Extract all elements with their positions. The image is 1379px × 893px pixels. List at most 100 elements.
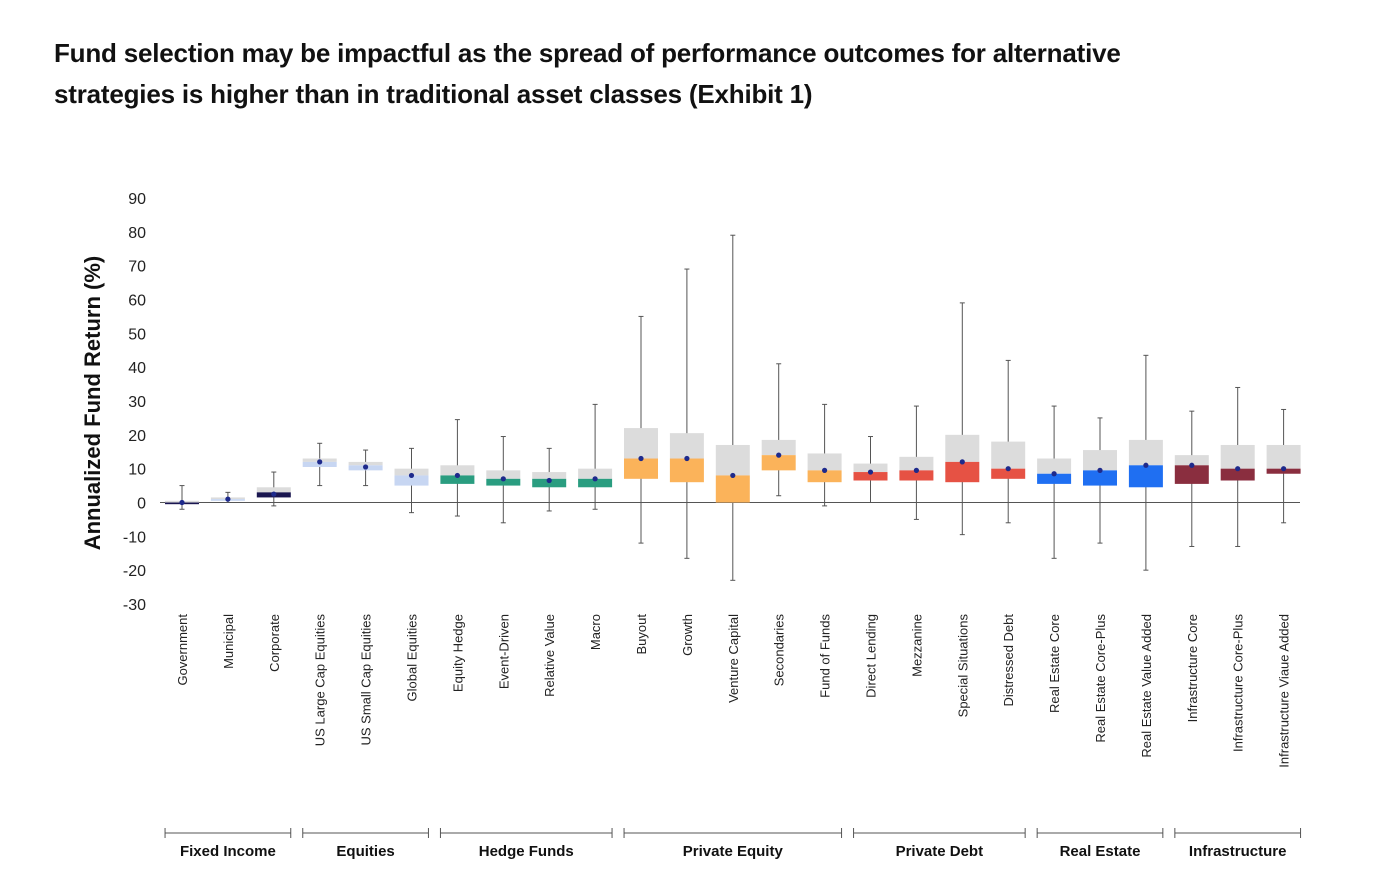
group-fixed-income: Fixed Income	[164, 828, 292, 860]
box-plot-government	[165, 485, 199, 510]
box-plot-us-large-cap-equities	[302, 442, 337, 487]
x-tick-label: Real Estate Core-Plus	[1093, 614, 1108, 743]
x-tick-label: Government	[175, 614, 190, 686]
headline-line-2: strategies is higher than in traditional…	[54, 79, 813, 109]
box-plot-buyout	[624, 315, 658, 544]
mean-marker	[546, 477, 552, 484]
y-tick-label: 40	[128, 360, 146, 377]
upper-quartile-box	[945, 434, 980, 462]
upper-quartile-box	[624, 428, 658, 459]
chart-headline: Fund selection may be impactful as the s…	[54, 33, 1294, 115]
mean-marker	[592, 476, 598, 482]
box-plot-municipal	[210, 491, 245, 503]
upper-quartile-box	[348, 461, 383, 466]
x-tick-label: Special Situations	[955, 614, 970, 718]
x-tick-label: Distressed Debt	[1001, 614, 1016, 707]
mean-marker	[684, 455, 690, 462]
mean-marker	[822, 467, 828, 473]
box-plot-secondaries	[761, 363, 796, 497]
lower-quartile-box	[899, 470, 934, 481]
upper-quartile-box	[807, 453, 842, 471]
box-plot-mezzanine	[899, 405, 934, 520]
group-infrastructure: Infrastructure	[1174, 828, 1302, 860]
box-plot-corporate	[256, 471, 291, 507]
mean-marker	[1235, 466, 1241, 472]
group-label: Infrastructure	[1189, 843, 1287, 860]
upper-quartile-box	[761, 439, 796, 456]
lower-quartile-box	[1220, 468, 1255, 481]
upper-quartile-box	[1128, 439, 1163, 466]
group-equities: Equities	[302, 828, 429, 860]
y-tick-label: 70	[128, 259, 146, 276]
upper-quartile-box	[440, 465, 475, 476]
box-plot-real-estate-core-plus	[1083, 417, 1117, 544]
x-tick-label: Real Estate Core	[1047, 614, 1062, 713]
lower-quartile-box	[1083, 470, 1117, 486]
y-tick-label: 90	[128, 191, 146, 208]
lower-quartile-box	[486, 478, 521, 486]
x-tick-label: US Large Cap Equities	[313, 614, 328, 747]
box-plot-us-small-cap-equities	[348, 449, 383, 487]
x-tick-label: Growth	[680, 614, 695, 656]
mean-marker	[867, 469, 874, 475]
box-plot-real-estate-core	[1037, 405, 1072, 559]
y-tick-label: -30	[123, 597, 146, 614]
x-tick-label: Venture Capital	[726, 614, 741, 703]
lower-quartile-box	[945, 461, 980, 483]
upper-quartile-box	[899, 456, 934, 471]
mean-marker	[913, 467, 920, 473]
upper-quartile-box	[394, 468, 429, 476]
y-tick-label: 30	[128, 394, 146, 411]
box-plot-event-driven	[486, 436, 521, 524]
upper-quartile-box	[853, 463, 888, 473]
lower-quartile-box	[669, 458, 704, 483]
mean-marker	[271, 491, 277, 497]
box-plot-fund-of-funds	[807, 403, 842, 507]
group-private-equity: Private Equity	[623, 828, 843, 860]
mean-marker	[638, 455, 644, 462]
lower-quartile-box	[624, 458, 658, 479]
upper-quartile-box	[1220, 444, 1255, 469]
upper-quartile-box	[715, 444, 750, 476]
upper-quartile-box	[486, 470, 521, 479]
upper-quartile-box	[578, 468, 613, 479]
x-tick-label: Secondaries	[772, 614, 787, 687]
mean-marker	[730, 472, 736, 479]
mean-marker	[454, 472, 460, 479]
box-plot-infrastructure-core	[1174, 410, 1209, 547]
upper-quartile-box	[1174, 455, 1209, 466]
y-axis-ticks: 90 80 70 60 50 40 30 20 10 0 -10 -20 -30	[123, 191, 146, 614]
mean-marker	[363, 464, 369, 470]
upper-quartile-box	[1083, 450, 1117, 471]
y-tick-label: 20	[128, 428, 146, 445]
y-tick-label: 0	[137, 496, 146, 513]
headline-line-1: Fund selection may be impactful as the s…	[54, 38, 1121, 68]
mean-marker	[1051, 471, 1057, 477]
x-tick-label: US Small Cap Equities	[359, 614, 374, 746]
x-tick-label: Corporate	[267, 614, 282, 672]
upper-quartile-box	[532, 472, 567, 479]
x-tick-label: Equity Hedge	[450, 614, 465, 692]
mean-marker	[317, 459, 323, 465]
mean-marker	[1189, 462, 1195, 468]
x-tick-label: Mezzanine	[909, 614, 924, 677]
box-plot-venture-capital	[715, 234, 750, 581]
x-tick-label: Infrastructure Core	[1185, 614, 1200, 722]
y-tick-label: 80	[128, 225, 146, 242]
lower-quartile-box	[578, 478, 613, 488]
y-tick-label: 60	[128, 293, 146, 310]
mean-marker	[408, 472, 415, 479]
group-label: Private Debt	[896, 843, 984, 860]
x-tick-label: Fund of Funds	[818, 614, 833, 698]
lower-quartile-box	[761, 455, 796, 471]
group-label: Equities	[336, 843, 394, 860]
lower-quartile-box	[394, 475, 429, 486]
lower-quartile-box	[440, 475, 475, 484]
mean-marker	[959, 459, 965, 465]
box-plot-special-situations	[945, 302, 980, 536]
x-tick-label: Global Equities	[405, 614, 420, 702]
lower-quartile-box	[991, 468, 1026, 479]
upper-quartile-box	[256, 487, 291, 493]
lower-quartile-box	[853, 472, 888, 481]
